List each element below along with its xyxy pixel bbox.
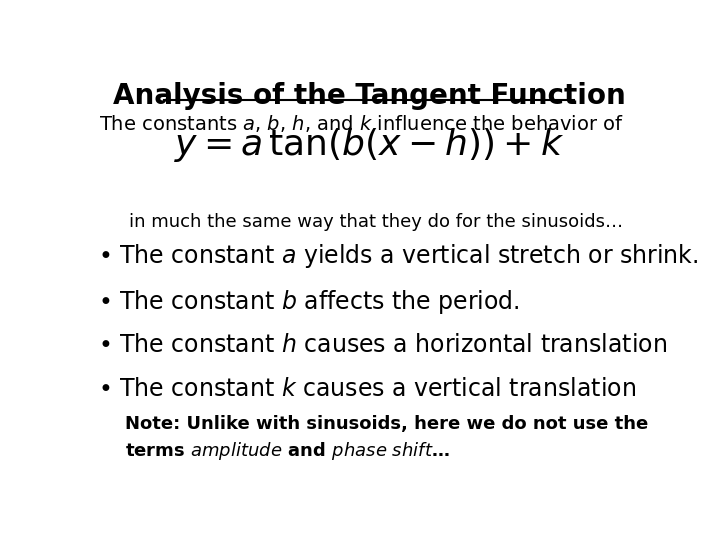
Text: $y = a\,\tan\!\left(b\left(x - h\right)\right)+k$: $y = a\,\tan\!\left(b\left(x - h\right)\…	[174, 126, 564, 164]
Text: • The constant $k$ causes a vertical translation: • The constant $k$ causes a vertical tra…	[98, 377, 636, 401]
Text: Analysis of the Tangent Function: Analysis of the Tangent Function	[112, 82, 626, 110]
Text: • The constant $h$ causes a horizontal translation: • The constant $h$ causes a horizontal t…	[98, 333, 667, 357]
Text: Note: Unlike with sinusoids, here we do not use the: Note: Unlike with sinusoids, here we do …	[125, 415, 648, 433]
Text: • The constant $a$ yields a vertical stretch or shrink.: • The constant $a$ yields a vertical str…	[98, 242, 698, 270]
Text: terms $\mathit{amplitude}$ and $\mathit{phase\ shift}$…: terms $\mathit{amplitude}$ and $\mathit{…	[125, 440, 449, 462]
Text: The constants $a$, $b$, $h$, and $k$ influence the behavior of: The constants $a$, $b$, $h$, and $k$ inf…	[99, 112, 624, 133]
Text: in much the same way that they do for the sinusoids…: in much the same way that they do for th…	[129, 213, 623, 231]
Text: • The constant $b$ affects the period.: • The constant $b$ affects the period.	[98, 288, 520, 316]
